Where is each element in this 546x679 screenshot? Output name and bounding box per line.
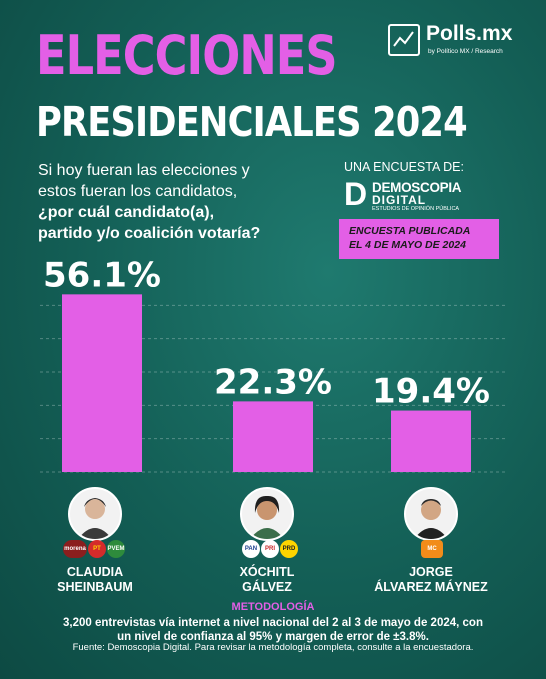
party-logos-sheinbaum: morena PT PVEM xyxy=(63,540,125,558)
methodology-line-1: 3,200 entrevistas vía internet a nivel n… xyxy=(63,617,483,629)
survey-label: UNA ENCUESTA DE: xyxy=(344,160,464,174)
question-line-4: partido y/o coalición votaría? xyxy=(38,225,261,242)
published-line-2: EL 4 DE MAYO DE 2024 xyxy=(349,239,466,251)
candidate-last-name: SHEINBAUM xyxy=(57,580,133,594)
party-mc-logo: MC xyxy=(421,540,443,558)
party-pt-logo: PT xyxy=(88,540,106,558)
candidate-last-name: GÁLVEZ xyxy=(242,580,292,594)
avatar-galvez xyxy=(240,487,294,541)
bar-value-label-1: 56.1% xyxy=(43,255,161,295)
candidate-last-name: ÁLVAREZ MÁYNEZ xyxy=(374,580,488,594)
methodology-text: 3,200 entrevistas vía internet a nivel n… xyxy=(40,616,506,644)
methodology-title: METODOLOGÍA xyxy=(231,601,315,613)
brand-name: Polls.mx xyxy=(426,22,513,45)
pollster-logo: D DEMOSCOPIA DIGITAL ESTUDIOS DE OPINIÓN… xyxy=(344,178,504,212)
party-pri-logo: PRI xyxy=(261,540,279,558)
methodology-line-2: un nivel de confianza al 95% y margen de… xyxy=(117,631,429,643)
candidate-name-sheinbaum: CLAUDIA SHEINBAUM xyxy=(25,565,165,595)
avatar-alvarez-maynez xyxy=(404,487,458,541)
question-line-1: Si hoy fueran las elecciones y xyxy=(38,162,250,179)
bar-3 xyxy=(391,410,471,472)
question-line-2: estos fueran los candidatos, xyxy=(38,183,238,200)
title-line-2: PRESIDENCIALES 2024 xyxy=(36,98,468,146)
candidate-first-name: XÓCHITL xyxy=(239,565,295,579)
party-pan-logo: PAN xyxy=(242,540,260,558)
title-line-1: ELECCIONES xyxy=(36,24,338,87)
brand-logo: Polls.mx by Político MX / Research xyxy=(388,22,524,62)
candidate-name-alvarez-maynez: JORGE ÁLVAREZ MÁYNEZ xyxy=(361,565,501,595)
bar-1 xyxy=(62,294,142,472)
party-logos-galvez: PAN PRI PRD xyxy=(242,540,298,558)
bar-2 xyxy=(233,401,313,472)
bar-value-label-2: 22.3% xyxy=(214,362,332,402)
pollster-line-1: DEMOSCOPIA xyxy=(372,180,462,195)
chart-icon xyxy=(388,24,420,56)
survey-question: Si hoy fueran las elecciones y estos fue… xyxy=(38,160,338,244)
published-badge: ENCUESTA PUBLICADA EL 4 DE MAYO DE 2024 xyxy=(339,219,499,259)
pollster-mark: D xyxy=(344,176,368,212)
source-note: Fuente: Demoscopia Digital. Para revisar… xyxy=(72,642,474,653)
party-prd-logo: PRD xyxy=(280,540,298,558)
party-pvem-logo: PVEM xyxy=(107,540,125,558)
candidate-first-name: CLAUDIA xyxy=(66,565,124,579)
pollster-line-3: ESTUDIOS DE OPINIÓN PÚBLICA xyxy=(372,206,460,212)
candidate-first-name: JORGE xyxy=(409,565,453,579)
question-line-3: ¿por cuál candidato(a), xyxy=(38,204,215,221)
brand-sub: by Político MX / Research xyxy=(428,48,503,55)
bar-value-label-3: 19.4% xyxy=(372,372,490,412)
party-morena-logo: morena xyxy=(63,540,87,558)
pollster-line-2: DIGITAL xyxy=(372,193,427,207)
party-logos-alvarez-maynez: MC xyxy=(421,540,443,558)
published-line-1: ENCUESTA PUBLICADA xyxy=(349,225,471,237)
avatar-sheinbaum xyxy=(68,487,122,541)
candidate-name-galvez: XÓCHITL GÁLVEZ xyxy=(197,565,337,595)
